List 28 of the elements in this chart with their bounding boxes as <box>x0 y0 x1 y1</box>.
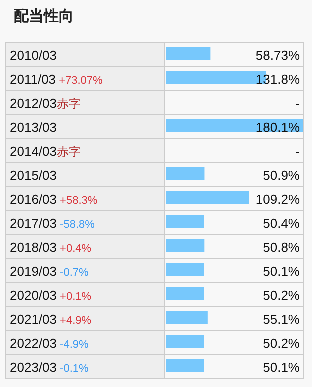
data-label: 55.1% <box>263 312 300 327</box>
y-tick-label: 2018/03 +0.4% <box>10 240 92 255</box>
data-label: 58.73% <box>256 48 300 63</box>
y-tick-label: 2016/03 +58.3% <box>10 192 98 207</box>
data-label: 50.2% <box>263 336 300 351</box>
y-tick-label: 2023/03 -0.1% <box>10 360 90 375</box>
text: - <box>296 96 300 111</box>
y-tick-label: 2022/03 -4.9% <box>10 336 90 351</box>
data-label: 109.2% <box>256 192 300 207</box>
y-tick-label: 2021/03 +4.9% <box>10 312 92 327</box>
y-tick-label: 2011/03 +73.07% <box>10 72 104 87</box>
y-tick-label: 2019/03 -0.7% <box>10 264 90 279</box>
data-label: 50.1% <box>263 360 300 375</box>
data-label: 180.1% <box>256 120 300 135</box>
data-label: 50.8% <box>263 240 300 255</box>
data-label: 50.4% <box>263 216 300 231</box>
y-tick-label: 2012/03赤字 <box>10 96 81 111</box>
data-label: 50.9% <box>263 168 300 183</box>
y-tick-label: 2014/03赤字 <box>10 144 81 159</box>
data-label: 50.1% <box>263 264 300 279</box>
y-tick-label: 2010/03 <box>10 48 57 63</box>
text: - <box>296 144 300 159</box>
title: 配当性向 <box>14 8 74 25</box>
y-tick-label: 2017/03 -58.8% <box>10 216 96 231</box>
y-tick-label: 2013/03 <box>10 120 57 135</box>
y-tick-label: 2020/03 +0.1% <box>10 288 92 303</box>
y-tick-label: 2015/03 <box>10 168 57 183</box>
data-label: 50.2% <box>263 288 300 303</box>
